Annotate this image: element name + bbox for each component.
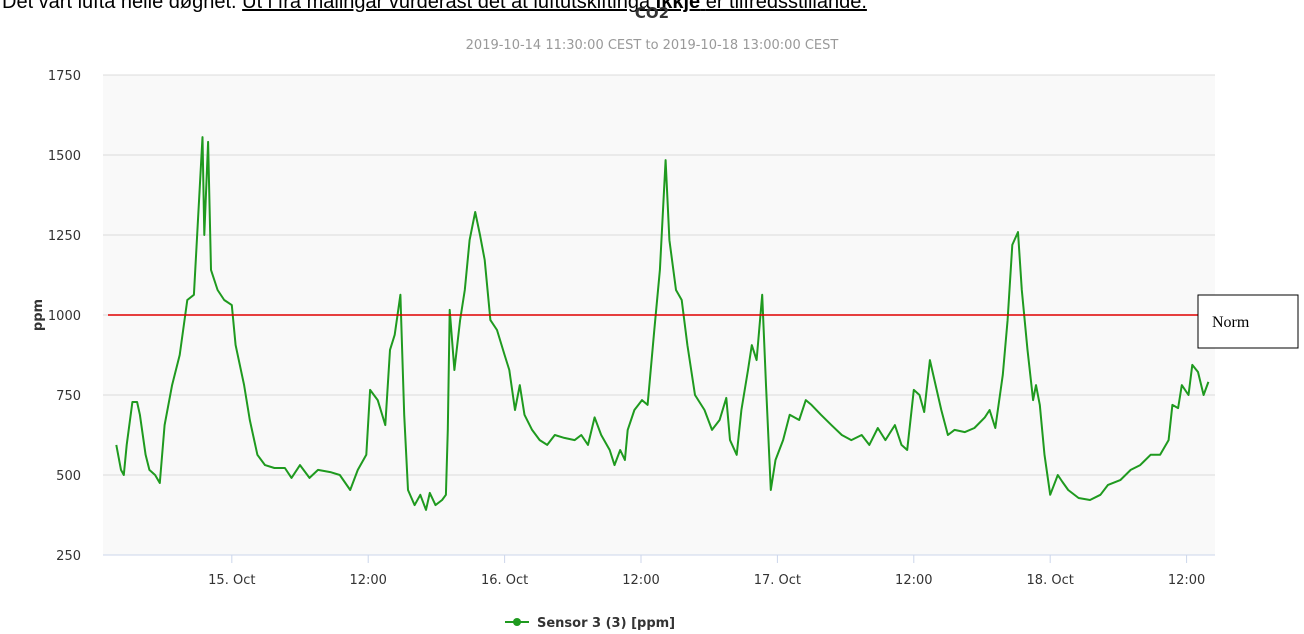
x-tick-label: 12:00 xyxy=(622,573,659,588)
y-axis-label: ppm xyxy=(31,299,46,331)
y-tick-label: 1000 xyxy=(48,309,81,324)
norm-box xyxy=(1197,294,1299,349)
y-tick-label: 1750 xyxy=(48,69,81,84)
grid: 250 500 750 1000 1250 1500 1750 15. Oct 12:00 16.… xyxy=(48,69,1215,588)
x-tick-label: 16. Oct xyxy=(481,573,528,588)
y-tick-label: 750 xyxy=(56,389,81,404)
y-tick-label: 1250 xyxy=(48,229,81,244)
text: er tilfredsstillande. xyxy=(705,0,867,13)
series-line xyxy=(115,136,1210,511)
marks xyxy=(108,136,1210,511)
text: Ut i frå målingar vurderast det at luftu… xyxy=(242,0,651,13)
legend-label[interactable]: Sensor 3 (3) [ppm] xyxy=(537,616,675,631)
x-tick-label: 12:00 xyxy=(1168,573,1205,588)
chart-title: CO2 xyxy=(635,4,669,22)
bold-text: ikkje xyxy=(655,0,701,13)
chart-subtitle: 2019-10-14 11:30:00 CEST to 2019-10-18 1… xyxy=(466,38,839,53)
y-tick-label: 250 xyxy=(56,549,81,564)
y-tick-label: 500 xyxy=(56,469,81,484)
norm-label: Norm xyxy=(1212,314,1250,331)
x-tick-label: 17. Oct xyxy=(754,573,801,588)
x-tick-label: 15. Oct xyxy=(208,573,255,588)
x-tick-label: 18. Oct xyxy=(1027,573,1074,588)
x-tick-label: 12:00 xyxy=(349,573,386,588)
text: Det vart lufta heile døgnet. xyxy=(2,0,237,13)
legend-marker xyxy=(513,618,521,626)
document-text: Det vart lufta heile døgnet. Ut i frå må… xyxy=(2,0,867,14)
y-tick-label: 1500 xyxy=(48,149,81,164)
x-tick-label: 12:00 xyxy=(895,573,932,588)
underlined-text: Ut i frå målingar vurderast det at luftu… xyxy=(242,0,867,13)
